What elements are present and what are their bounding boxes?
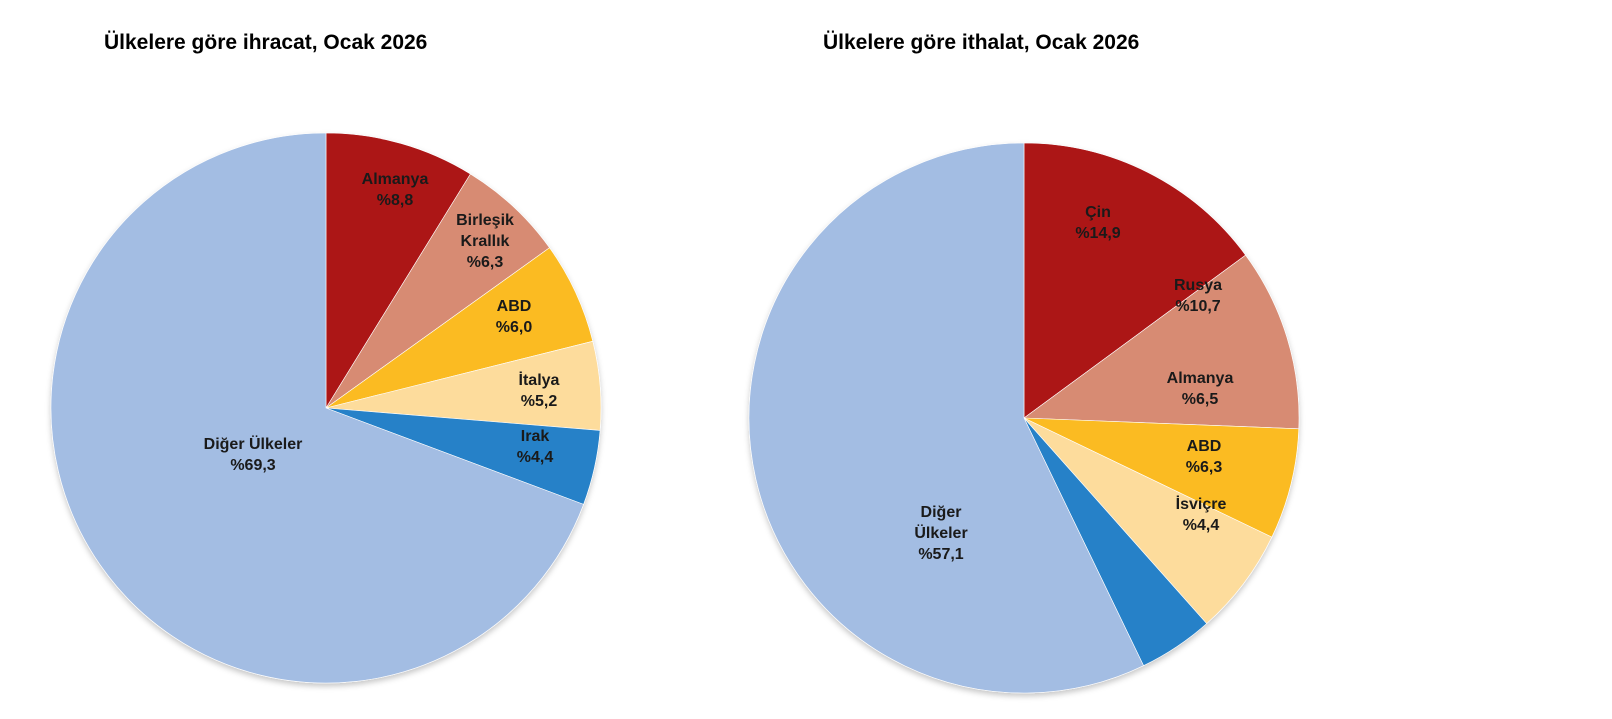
export-slice-almanya: [325, 132, 471, 410]
export-label-diger-ulkeler: Diğer Ülkeler %69,3: [204, 434, 303, 474]
import-pie-slices: [748, 142, 1300, 694]
import-label-rusya: Rusya %10,7: [1174, 277, 1222, 315]
import-label-cin: Çin %14,9: [1075, 204, 1120, 242]
export-label-abd: ABD %6,0: [496, 298, 533, 336]
import-slice-almanya: [1023, 417, 1300, 538]
export-label-irak: Irak %4,4: [517, 428, 554, 466]
export-pie-chart: Almanya %8,8 Birleşik Krallık %6,3 ABD %6,0 İta…: [50, 132, 602, 684]
export-pie-slices: [50, 132, 602, 684]
export-label-italya: İtalya %5,2: [519, 371, 560, 410]
import-slice-cin: [1023, 142, 1247, 419]
import-label-abd: ABD %6,3: [1186, 438, 1223, 476]
export-label-almanya: Almanya %8,8: [362, 171, 429, 209]
export-slice-diger-ulkeler: [50, 132, 584, 684]
export-chart-title: Ülkelere göre ihracat, Ocak 2026: [104, 31, 428, 54]
import-label-almanya: Almanya %6,5: [1167, 370, 1234, 408]
export-label-birlesik-krallik: Birleşik Krallık %6,3: [456, 212, 514, 271]
import-label-diger-ulkeler: Diğer Ülkeler %57,1: [914, 504, 967, 563]
import-slice-diger-ulkeler: [748, 142, 1144, 694]
import-slice-rusya: [1023, 254, 1300, 430]
import-chart-title: Ülkelere göre ithalat, Ocak 2026: [823, 31, 1140, 54]
import-label-isvicre: İsviçre %4,4: [1176, 495, 1227, 534]
import-pie-chart: Çin %14,9 Rusya %10,7 Almanya %6,5 ABD %6,3 İsvi…: [748, 142, 1300, 694]
